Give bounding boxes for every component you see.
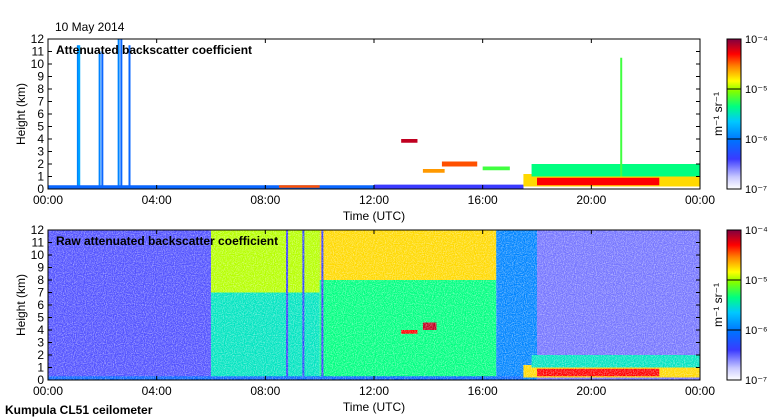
- y-tick-label: 9: [37, 70, 44, 84]
- colorbar-scale: [726, 229, 742, 381]
- y-tick-label: 3: [37, 336, 44, 350]
- backscatter-streak: [128, 45, 131, 189]
- x-tick-label: 16:00: [468, 384, 498, 398]
- y-tick-label: 2: [37, 157, 44, 171]
- noise-texture: [48, 230, 700, 380]
- backscatter-layer: [531, 164, 700, 177]
- y-tick-label: 9: [37, 261, 44, 275]
- colorbar: 10⁻⁷ 10⁻⁶ 10⁻⁵ 10⁻⁴ m⁻¹ sr⁻¹: [711, 225, 768, 387]
- backscatter-layer: [482, 166, 510, 171]
- x-tick-label: 00:00: [685, 384, 715, 398]
- backscatter-layer: [401, 139, 418, 143]
- x-tick-label: 00:00: [33, 384, 63, 398]
- backscatter-streak: [78, 45, 81, 189]
- y-tick-label: 12: [31, 223, 45, 237]
- colorbar-tick-label: 10⁻⁵: [745, 84, 768, 96]
- y-axis-label: Height (km): [14, 83, 28, 145]
- x-tick-label: 00:00: [685, 193, 715, 207]
- y-tick-label: 3: [37, 145, 44, 159]
- y-tick-label: 6: [37, 107, 44, 121]
- y-tick-label: 12: [31, 32, 45, 46]
- panel-title: Attenuated backscatter coefficient: [56, 43, 252, 57]
- y-tick-label: 11: [32, 45, 45, 59]
- y-tick-label: 6: [37, 298, 44, 312]
- x-tick-label: 16:00: [468, 193, 498, 207]
- colorbar-tick-label: 10⁻⁵: [745, 275, 768, 287]
- backscatter-layer: [374, 184, 524, 189]
- backscatter-layer: [278, 185, 320, 188]
- y-tick-label: 7: [37, 286, 44, 300]
- y-tick-label: 5: [37, 311, 44, 325]
- backscatter-streak: [120, 39, 123, 189]
- backscatter-streak: [76, 45, 79, 189]
- y-axis-label: Height (km): [14, 274, 28, 336]
- x-tick-label: 04:00: [142, 384, 172, 398]
- colorbar-tick-label: 10⁻⁴: [745, 34, 768, 46]
- panel-title: Raw attenuated backscatter coefficient: [56, 234, 278, 248]
- backscatter-streak: [620, 57, 623, 177]
- y-tick-label: 4: [37, 323, 44, 337]
- x-tick-label: 08:00: [250, 193, 280, 207]
- colorbar-tick-label: 10⁻⁷: [745, 375, 767, 387]
- y-tick-label: 2: [37, 348, 44, 362]
- x-tick-label: 20:00: [576, 193, 606, 207]
- colorbar-tick-label: 10⁻⁷: [745, 184, 767, 196]
- y-tick-label: 1: [37, 361, 44, 375]
- colorbar-tick-label: 10⁻⁶: [745, 325, 768, 337]
- colorbar-label: m⁻¹ sr⁻¹: [711, 283, 725, 327]
- backscatter-layer: [537, 177, 660, 186]
- colorbar-tick-label: 10⁻⁴: [745, 225, 768, 237]
- backscatter-features: [48, 39, 700, 189]
- x-tick-label: 04:00: [142, 193, 172, 207]
- y-tick-label: 8: [37, 273, 44, 287]
- x-tick-label: 08:00: [250, 384, 280, 398]
- y-tick-label: 4: [37, 132, 44, 146]
- colorbar-tick-label: 10⁻⁶: [745, 134, 768, 146]
- backscatter-layer: [422, 169, 445, 173]
- y-tick-label: 10: [31, 248, 45, 262]
- backscatter-streak: [117, 39, 120, 189]
- x-tick-label: 12:00: [359, 193, 389, 207]
- colorbar: 10⁻⁷ 10⁻⁶ 10⁻⁵ 10⁻⁴ m⁻¹ sr⁻¹: [711, 34, 768, 196]
- station-label: Kumpula CL51 ceilometer: [5, 403, 153, 417]
- colorbar-label: m⁻¹ sr⁻¹: [711, 92, 725, 136]
- y-tick-label: 5: [37, 120, 44, 134]
- y-tick-label: 0: [37, 373, 44, 387]
- backscatter-streak: [98, 51, 101, 189]
- backscatter-streak: [101, 51, 104, 189]
- backscatter-layer: [441, 161, 478, 167]
- x-tick-label: 12:00: [359, 384, 389, 398]
- y-tick-label: 10: [31, 57, 45, 71]
- y-tick-label: 8: [37, 82, 44, 96]
- date-label: 10 May 2014: [55, 20, 125, 34]
- x-axis-label: Time (UTC): [343, 209, 405, 223]
- x-tick-label: 20:00: [576, 384, 606, 398]
- y-tick-label: 7: [37, 95, 44, 109]
- x-tick-label: 00:00: [33, 193, 63, 207]
- y-tick-label: 11: [32, 236, 45, 250]
- y-tick-label: 0: [37, 182, 44, 196]
- x-axis-label: Time (UTC): [343, 400, 405, 414]
- colorbar-scale: [726, 38, 742, 190]
- y-tick-label: 1: [37, 170, 44, 184]
